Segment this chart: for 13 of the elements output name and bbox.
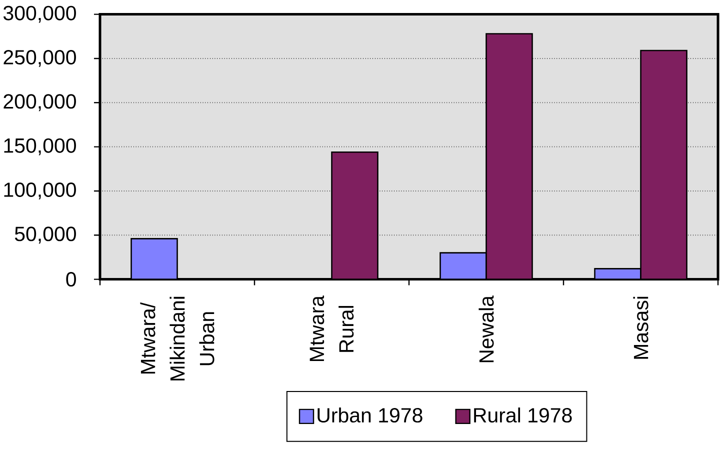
- legend-label: Rural 1978: [474, 407, 572, 423]
- y-tick-label: 250,000: [4, 50, 76, 67]
- y-tick-label: 300,000: [3, 6, 76, 23]
- x-tick-label: Mtwara Rural: [310, 296, 354, 362]
- x-tick-label: Mtwara/ Mikindani Urban: [140, 296, 214, 380]
- y-tick-label: 0: [66, 272, 76, 287]
- y-tick-label: 200,000: [4, 94, 76, 112]
- y-tick-label: 100,000: [4, 182, 76, 200]
- x-tick-label: Newala: [478, 296, 494, 362]
- legend-label: Urban 1978: [318, 407, 422, 423]
- y-tick-label: 50,000: [14, 226, 76, 244]
- x-tick-label: Masasi: [633, 296, 648, 359]
- y-tick-label: 150,000: [4, 138, 76, 156]
